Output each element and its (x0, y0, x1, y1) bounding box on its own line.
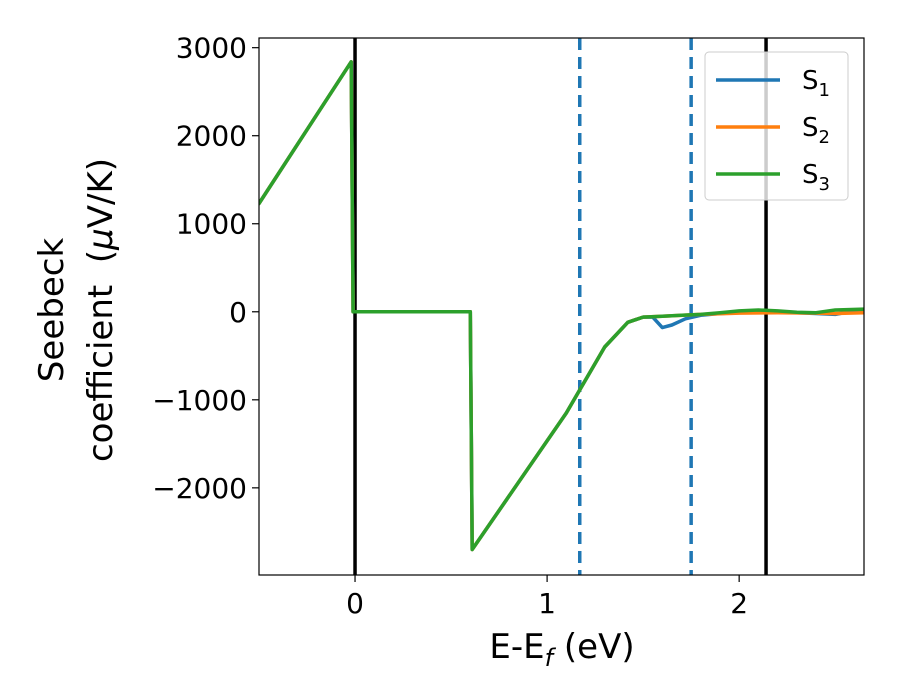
y-tick-label-5: 3000 (176, 32, 247, 65)
y-tick-label-2: 0 (229, 296, 247, 329)
x-tick-label-1: 1 (538, 587, 556, 620)
y-tick-label-0: −2000 (152, 472, 247, 505)
x-axis-ticks: 0 1 2 (346, 575, 748, 620)
x-tick-label-0: 0 (346, 587, 364, 620)
x-tick-label-2: 2 (730, 587, 748, 620)
y-axis-label-line2: coefficient (μV/K) (81, 158, 121, 462)
y-tick-label-4: 2000 (176, 120, 247, 153)
legend-label-3: S3 (802, 160, 830, 195)
reference-lines (353, 38, 768, 575)
legend-label-2: S2 (802, 113, 830, 148)
y-axis-label: Seebeck coefficient (μV/K) (32, 158, 121, 462)
y-axis-ticks: −2000 −1000 0 1000 2000 3000 (152, 32, 259, 505)
legend: S1 S2 S3 (704, 51, 849, 201)
series-lines (259, 60, 864, 552)
y-axis-label-line1: Seebeck (32, 238, 72, 383)
legend-label-1: S1 (802, 66, 830, 101)
series-line-3 (259, 60, 864, 552)
plot-frame (258, 37, 865, 576)
y-tick-label-3: 1000 (176, 208, 247, 241)
y-tick-label-1: −1000 (152, 384, 247, 417)
x-axis-label: E-Ef (eV) (489, 627, 634, 672)
